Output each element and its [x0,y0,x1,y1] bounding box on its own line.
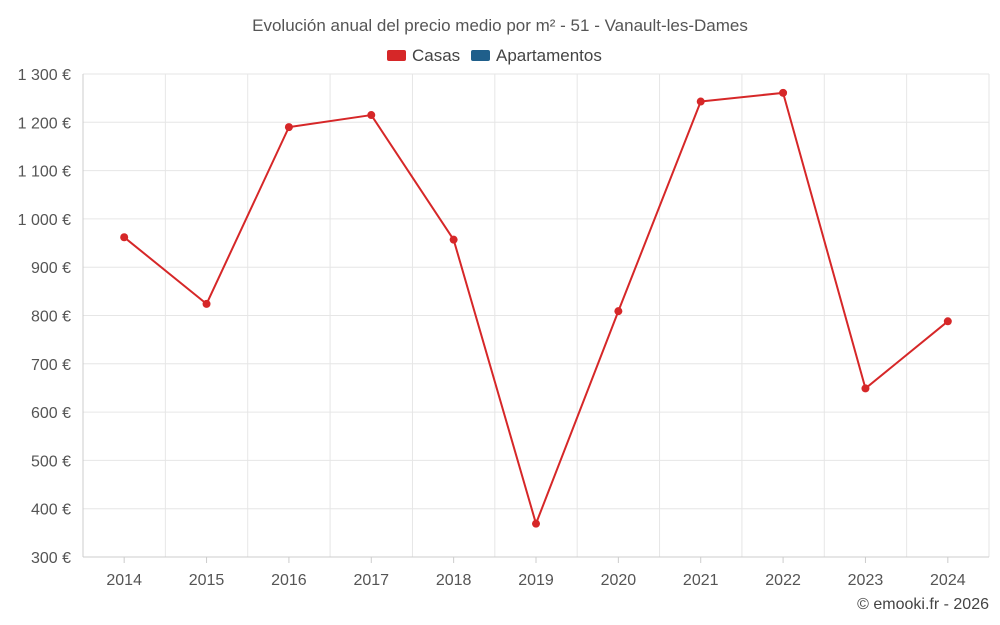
legend-label-casas: Casas [412,46,460,65]
y-tick-label: 900 € [31,260,71,277]
legend-item-casas[interactable]: Casas [387,46,460,65]
y-tick-label: 1 100 € [18,164,71,181]
legend-swatch-apartamentos [471,50,490,61]
series [120,88,952,528]
data-point[interactable] [367,111,376,120]
data-point[interactable] [861,384,870,393]
x-tick-label: 2024 [930,572,966,589]
data-point[interactable] [449,235,458,244]
data-point[interactable] [202,299,211,308]
x-tick-label: 2020 [601,572,637,589]
x-tick-label: 2018 [436,572,472,589]
y-tick-label: 700 € [31,357,71,374]
x-tick-label: 2021 [683,572,719,589]
y-tick-label: 800 € [31,309,71,326]
legend-swatch-casas [387,50,406,61]
legend: Casas Apartamentos [387,46,602,65]
data-point[interactable] [779,88,788,97]
x-tick-label: 2014 [106,572,142,589]
series-casas [120,88,952,528]
data-point[interactable] [696,97,705,106]
y-tick-label: 400 € [31,502,71,519]
y-tick-label: 1 200 € [18,115,71,132]
legend-label-apartamentos: Apartamentos [496,46,602,65]
x-tick-label: 2022 [765,572,801,589]
data-point[interactable] [943,317,952,326]
chart-title: Evolución anual del precio medio por m² … [252,16,748,35]
x-tick-label: 2019 [518,572,554,589]
credit-text: © emooki.fr - 2026 [857,596,989,613]
y-tick-label: 600 € [31,405,71,422]
y-tick-label: 500 € [31,453,71,470]
legend-item-apartamentos[interactable]: Apartamentos [471,46,602,65]
x-axis-ticks: 2014 2015 2016 2017 2018 2019 2020 2021 2022 2023… [106,557,966,589]
x-tick-label: 2023 [848,572,884,589]
data-point[interactable] [614,307,623,316]
x-tick-label: 2016 [271,572,307,589]
x-tick-label: 2015 [189,572,225,589]
y-tick-label: 300 € [31,550,71,567]
data-point[interactable] [532,519,540,528]
y-tick-label: 1 000 € [18,212,71,229]
data-point[interactable] [284,123,293,132]
data-point[interactable] [120,233,129,242]
x-tick-label: 2017 [353,572,389,589]
grid [82,73,990,557]
y-tick-label: 1 300 € [18,67,71,84]
y-axis-ticks: 1 300 € 1 200 € 1 100 € 1 000 € 900 € 800 € 70… [18,67,71,567]
